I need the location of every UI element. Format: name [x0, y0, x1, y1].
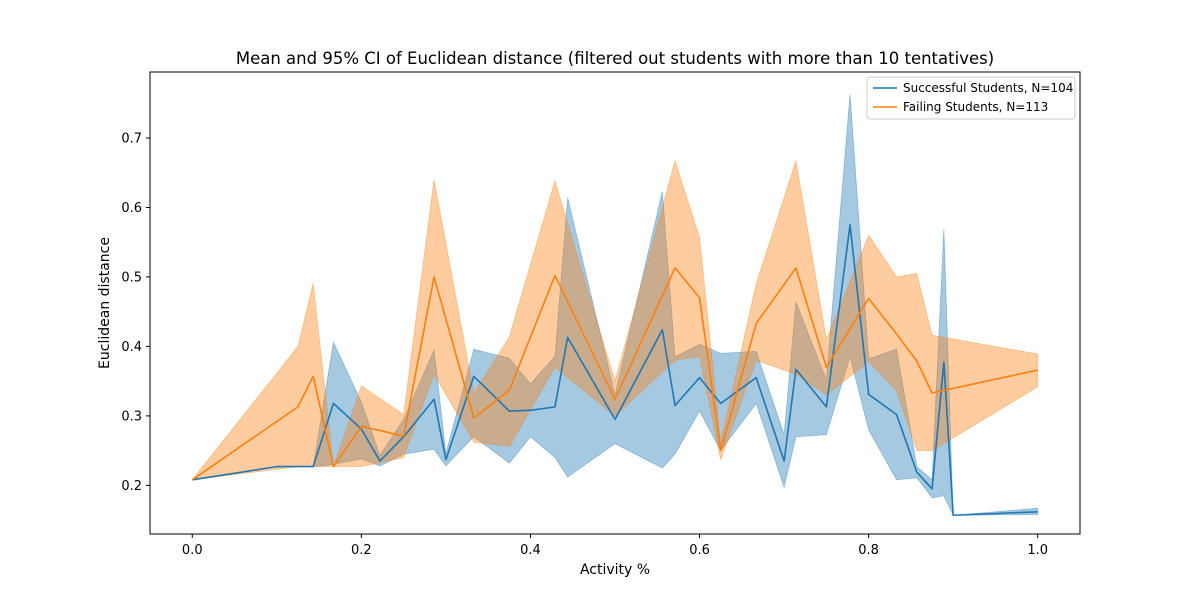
x-axis: 0.0 0.2 0.4 0.6 0.8 1.0 — [182, 534, 1048, 558]
legend: Successful Students, N=104 Failing Stude… — [866, 76, 1076, 120]
legend-label-successful: Successful Students, N=104 — [903, 81, 1073, 95]
y-tick-label: 0.4 — [121, 340, 142, 355]
y-tick-label: 0.2 — [121, 479, 142, 494]
x-tick-label: 0.4 — [520, 543, 541, 558]
series-line-failing — [191, 267, 1038, 481]
x-tick-label: 0.2 — [351, 543, 372, 558]
x-tick-label: 0.8 — [858, 543, 879, 558]
y-axis-label: Euclidean distance — [97, 237, 113, 369]
x-tick-label: 0.6 — [689, 543, 710, 558]
x-tick-label: 0.0 — [182, 543, 203, 558]
x-axis-label: Activity % — [580, 562, 650, 578]
y-tick-label: 0.7 — [121, 132, 142, 147]
x-tick-label: 1.0 — [1027, 543, 1048, 558]
plot-frame — [149, 71, 1081, 535]
plot-area — [149, 71, 1081, 535]
y-tick-label: 0.5 — [121, 270, 142, 285]
y-tick-label: 0.6 — [121, 201, 142, 216]
y-tick-label: 0.3 — [121, 409, 142, 424]
chart-title: Mean and 95% CI of Euclidean distance (f… — [236, 49, 994, 68]
legend-label-failing: Failing Students, N=113 — [903, 100, 1048, 114]
legend-box — [866, 76, 1076, 120]
series-lines — [191, 224, 1038, 517]
y-axis: 0.2 0.3 0.4 0.5 0.6 0.7 — [121, 132, 150, 494]
series-line-successful — [192, 224, 1038, 517]
ci-band-successful — [192, 94, 1039, 516]
